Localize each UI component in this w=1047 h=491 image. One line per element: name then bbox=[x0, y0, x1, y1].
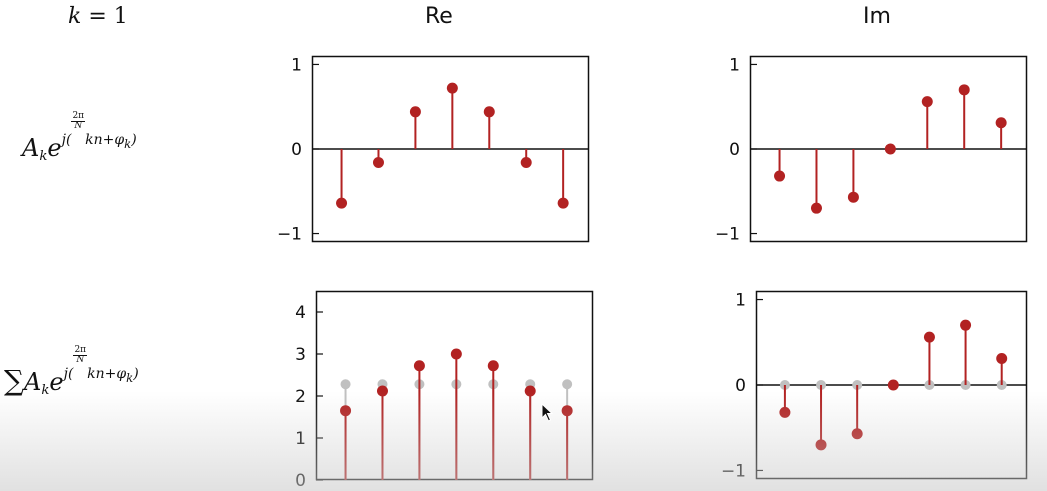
stem-marker bbox=[887, 379, 899, 391]
stem-marker bbox=[847, 191, 859, 203]
ghost-marker bbox=[340, 379, 351, 390]
stem-marker bbox=[851, 428, 863, 440]
im-column-title: Im bbox=[863, 4, 891, 29]
stem-marker bbox=[336, 197, 348, 209]
y-tick-label: 0 bbox=[735, 376, 746, 396]
y-tick-label: 0 bbox=[291, 140, 302, 160]
y-tick-label: 1 bbox=[735, 291, 746, 311]
stem-marker bbox=[413, 360, 425, 372]
y-tick-label: 1 bbox=[729, 55, 740, 75]
stem-marker bbox=[340, 405, 352, 417]
stem-marker bbox=[779, 406, 791, 418]
y-tick-label: −1 bbox=[721, 461, 746, 481]
stem-marker bbox=[483, 106, 495, 118]
ghost-marker bbox=[562, 379, 573, 390]
stem-marker bbox=[372, 157, 384, 169]
y-tick-label: 4 bbox=[295, 303, 306, 323]
y-tick-label: −1 bbox=[277, 225, 302, 245]
y-tick-label: 1 bbox=[295, 429, 306, 449]
y-tick-label: 3 bbox=[295, 345, 306, 365]
y-tick-label: 0 bbox=[729, 140, 740, 160]
stem-marker bbox=[487, 360, 499, 372]
stem-marker bbox=[923, 331, 935, 343]
chart-bottom-re: 4 3 2 1 0 bbox=[295, 290, 594, 491]
stem-marker bbox=[524, 385, 536, 397]
stem-marker bbox=[774, 170, 786, 182]
stem-marker bbox=[995, 117, 1007, 129]
stem-marker bbox=[921, 96, 933, 108]
stem-marker bbox=[960, 319, 972, 331]
chart-bottom-im: 1 0 −1 bbox=[721, 291, 1028, 481]
y-tick-label: 2 bbox=[295, 387, 306, 407]
y-tick-label: 0 bbox=[295, 471, 306, 491]
y-tick-label: 1 bbox=[291, 55, 302, 75]
stem-marker bbox=[409, 106, 421, 118]
stem-marker bbox=[810, 202, 822, 214]
stem-marker bbox=[376, 385, 388, 397]
stem-marker bbox=[520, 157, 532, 169]
re-column-title: Re bbox=[425, 4, 453, 29]
stem-marker bbox=[561, 405, 573, 417]
k-label: k = 1 bbox=[68, 4, 128, 29]
chart-top-re: 1 0 −1 bbox=[277, 55, 590, 245]
stem-marker bbox=[815, 439, 827, 451]
stem-marker bbox=[446, 82, 458, 94]
mouse-cursor-icon bbox=[541, 403, 554, 422]
stem-marker bbox=[996, 353, 1008, 365]
y-tick-label: −1 bbox=[715, 225, 740, 245]
stem-marker bbox=[557, 197, 569, 209]
stem-marker bbox=[884, 143, 896, 155]
stem-marker bbox=[450, 348, 462, 360]
stem-marker bbox=[958, 84, 970, 96]
chart-top-im: 1 0 −1 bbox=[715, 55, 1028, 245]
